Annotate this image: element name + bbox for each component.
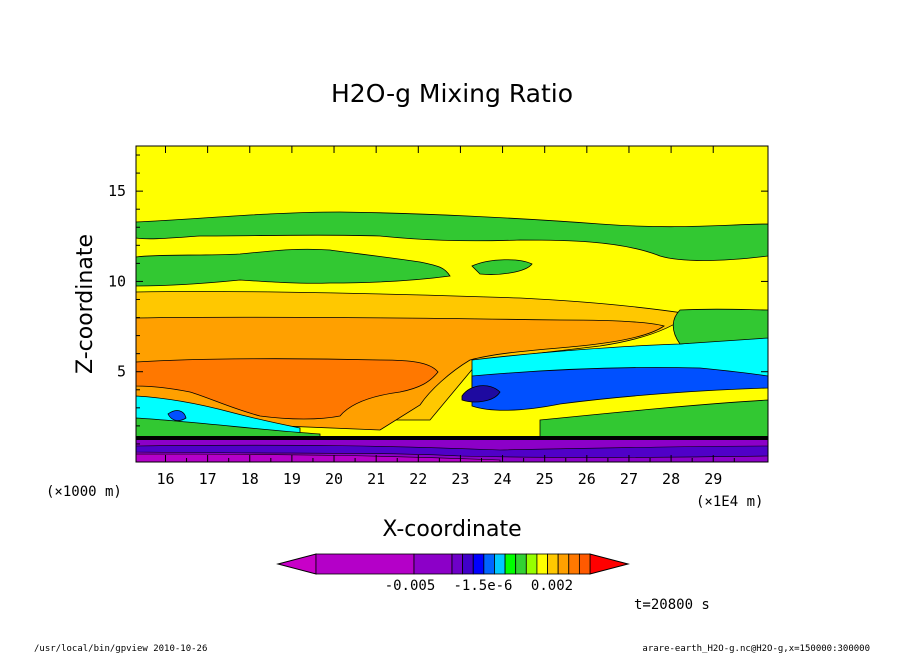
colorbar-swatch bbox=[413, 553, 453, 575]
x-unit-left: (×1000 m) bbox=[46, 484, 122, 500]
x-tick-label: 28 bbox=[662, 470, 680, 488]
x-tick-label: 20 bbox=[325, 470, 343, 488]
x-tick-label: 24 bbox=[494, 470, 512, 488]
colorbar-label: -1.5e-6 bbox=[453, 578, 512, 594]
y-tick-label: 10 bbox=[108, 272, 126, 290]
colorbar-swatch bbox=[547, 553, 559, 575]
colorbar-swatch bbox=[462, 553, 474, 575]
colorbar-label: -0.005 bbox=[385, 578, 436, 594]
colorbar-swatch bbox=[483, 553, 495, 575]
bottom-black-line bbox=[136, 436, 768, 440]
footer-right: arare-earth_H2O-g.nc@H2O-g,x=150000:3000… bbox=[642, 644, 870, 654]
navy-blob bbox=[461, 385, 501, 403]
plot-area bbox=[135, 145, 769, 463]
lower-left-green bbox=[135, 417, 321, 441]
x-tick-label: 21 bbox=[367, 470, 385, 488]
colorbar-swatch bbox=[536, 553, 548, 575]
lower-left-blue bbox=[167, 410, 187, 422]
bottom-magenta-band bbox=[135, 453, 501, 463]
x-tick-label: 25 bbox=[536, 470, 554, 488]
colorbar-swatch bbox=[578, 553, 591, 575]
colorbar-label: 0.002 bbox=[531, 578, 573, 594]
x-axis-label: X-coordinate bbox=[382, 517, 521, 542]
colorbar-over-arrow bbox=[589, 553, 630, 575]
colorbar-labels: -0.005 -1.5e-6 0.002 bbox=[385, 578, 573, 594]
x-tick-label: 22 bbox=[409, 470, 427, 488]
colorbar-swatch bbox=[504, 553, 517, 575]
y-tick-label: 15 bbox=[108, 182, 126, 200]
time-label: t=20800 s bbox=[634, 597, 710, 613]
green-band-middle bbox=[135, 248, 451, 287]
green-blob bbox=[471, 259, 533, 275]
orange-dark bbox=[135, 358, 439, 420]
axes: 16 17 18 19 20 21 22 23 24 25 26 27 28 29 5 10 15 bbox=[108, 146, 768, 488]
y-axis-label: Z-coordinate bbox=[73, 234, 98, 374]
x-tick-label: 18 bbox=[241, 470, 259, 488]
x-tick-label: 29 bbox=[704, 470, 722, 488]
colorbar bbox=[276, 553, 630, 575]
colorbar-swatch bbox=[515, 553, 527, 575]
x-tick-label: 23 bbox=[451, 470, 469, 488]
chart-title: H2O-g Mixing Ratio bbox=[331, 79, 573, 108]
x-tick-label: 16 bbox=[156, 470, 174, 488]
colorbar-swatch bbox=[525, 553, 538, 575]
colorbar-swatch bbox=[472, 553, 485, 575]
green-band-upper bbox=[135, 211, 769, 261]
x-tick-label: 27 bbox=[620, 470, 638, 488]
green-band-right bbox=[672, 308, 769, 345]
plot-frame bbox=[135, 145, 769, 463]
y-tick-label: 5 bbox=[117, 363, 126, 381]
colorbar-swatch bbox=[568, 553, 580, 575]
colorbar-swatch bbox=[315, 553, 415, 575]
x-tick-label: 19 bbox=[283, 470, 301, 488]
colorbar-swatch bbox=[494, 553, 506, 575]
colorbar-under-arrow bbox=[276, 553, 317, 575]
x-unit-right: (×1E4 m) bbox=[696, 494, 763, 510]
x-tick-label: 17 bbox=[199, 470, 217, 488]
colorbar-swatch bbox=[451, 553, 464, 575]
footer-left: /usr/local/bin/gpview 2010-10-26 bbox=[34, 644, 207, 654]
x-tick-label: 26 bbox=[578, 470, 596, 488]
colorbar-swatch bbox=[557, 553, 570, 575]
